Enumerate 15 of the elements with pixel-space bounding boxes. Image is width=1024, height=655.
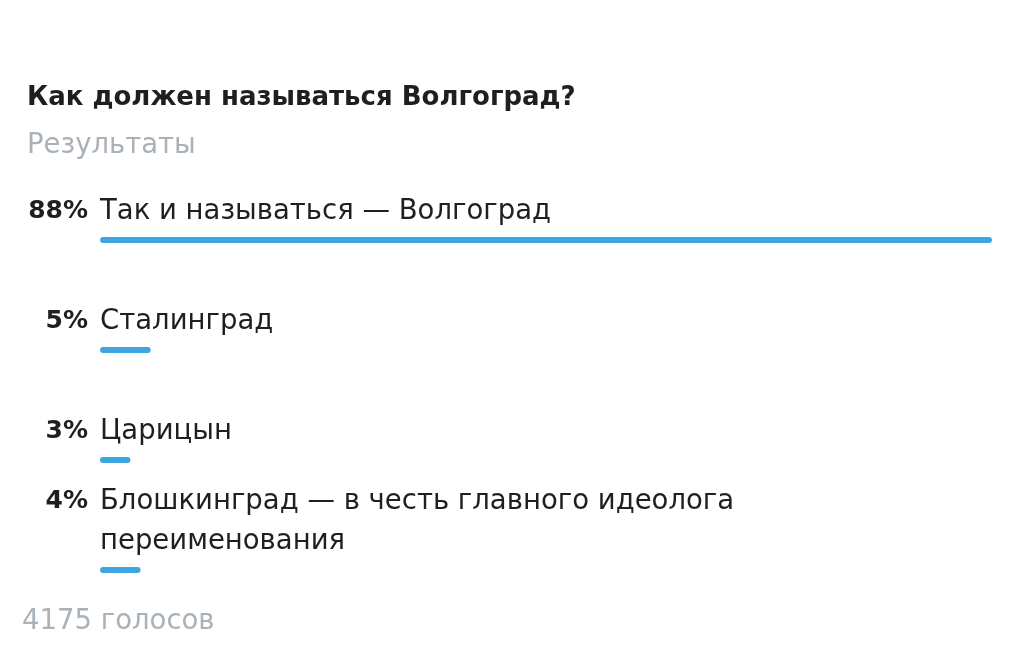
y-tick-label: Сталинград <box>100 303 274 335</box>
chart-subtitle: Результаты <box>27 127 196 159</box>
bar <box>100 567 141 573</box>
chart-title: Как должен называться Волгоград? <box>27 81 576 111</box>
bar <box>100 457 131 463</box>
data-label: 3% <box>45 414 88 444</box>
bar <box>100 347 151 353</box>
data-label: 88% <box>28 194 88 224</box>
y-tick-label: Блошкинград — в честь главного идеолога переименования <box>100 483 735 555</box>
text: 4175 голосов <box>22 603 215 635</box>
data-label: 5% <box>45 304 88 334</box>
bar <box>100 237 992 243</box>
data-label: 4% <box>45 484 88 514</box>
y-tick-label: Так и называться — Волгоград <box>99 193 552 225</box>
y-tick-label: Царицын <box>100 413 232 445</box>
